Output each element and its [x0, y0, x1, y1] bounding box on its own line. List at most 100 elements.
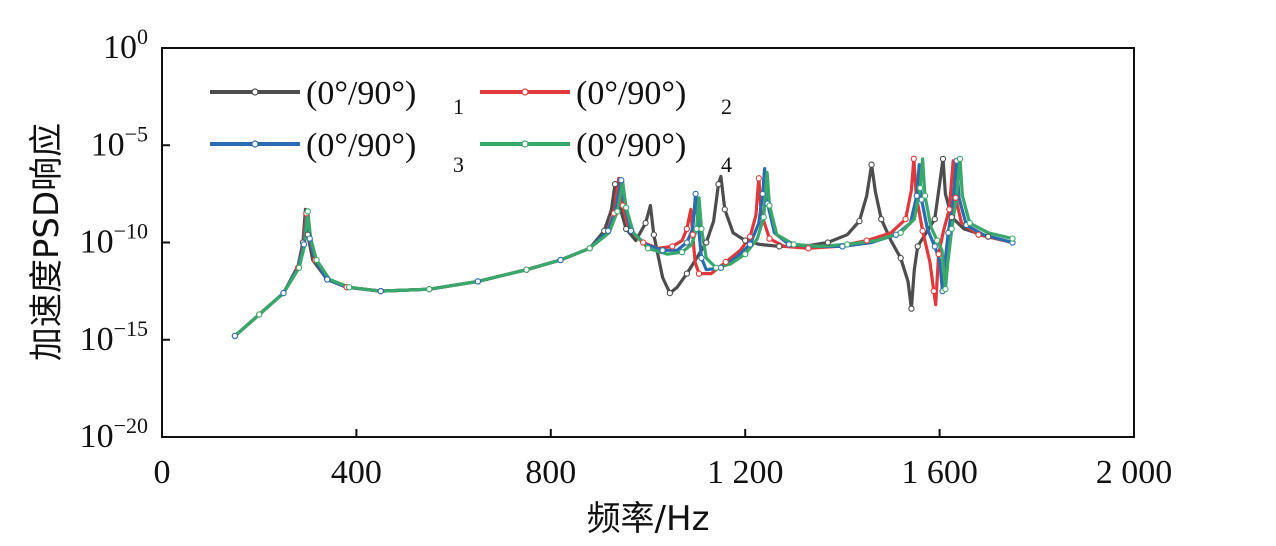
series-4-point [934, 237, 941, 244]
legend-sub-1: 1 [453, 94, 464, 119]
series-1-point [611, 180, 619, 188]
series-4-point [917, 184, 924, 192]
series-4-point [844, 241, 851, 248]
x-tick-label: 400 [331, 454, 382, 491]
series-1-point [939, 155, 947, 163]
series-2-point [755, 175, 762, 182]
series-4-point [742, 251, 749, 258]
series-2-point [805, 245, 812, 252]
series-1-point [642, 219, 649, 227]
series-4-point [942, 286, 949, 293]
series-4-point [614, 208, 621, 215]
series-2-point [722, 258, 729, 266]
series-line-4 [233, 157, 1013, 338]
series-3-point [324, 276, 331, 283]
series-4-point [644, 245, 652, 252]
series-4-point [966, 219, 973, 227]
series-1-point [908, 305, 915, 312]
series-2-point [669, 243, 676, 250]
series-1-point [868, 161, 875, 168]
series-4-point [622, 204, 630, 211]
series-3-point [659, 247, 666, 254]
series-4-point [523, 266, 530, 273]
series-4-point [586, 245, 593, 252]
series-1-point [985, 233, 992, 240]
series-3-point [683, 239, 691, 246]
series-4-point [678, 249, 686, 256]
series-2-point [952, 194, 959, 201]
x-tick-label: 1 600 [901, 454, 978, 491]
series-4-point [698, 225, 705, 233]
legend-sub-3: 3 [453, 152, 464, 177]
legend-label-2: (0°/90°) [576, 75, 686, 112]
series-1-point [666, 289, 674, 297]
y-tick-label: 10−10 [80, 219, 148, 261]
series-1-point [715, 180, 722, 188]
legend-label-3: (0°/90°) [306, 127, 416, 164]
series-4-point [760, 214, 767, 221]
series-2-point [639, 239, 647, 246]
series-3-point [918, 196, 925, 203]
series-2-point [910, 155, 917, 163]
legend-item-4: (0°/90°) 4 [480, 127, 732, 177]
x-axis-label: 频率/Hz [587, 499, 710, 539]
x-tick-label: 1 200 [707, 454, 784, 491]
series-2-point [975, 231, 982, 238]
series-3-point [474, 278, 482, 285]
series-2-point [766, 235, 773, 242]
legend-label-4: (0°/90°) [576, 127, 686, 164]
x-tick-label: 0 [154, 454, 171, 491]
y-axis-label: 加速度PSD响应 [27, 123, 67, 361]
series-3-point [280, 289, 287, 297]
series-4-point [948, 225, 955, 233]
series-4-point [790, 241, 797, 248]
series-3-point [557, 256, 564, 264]
series-3-point [698, 254, 705, 262]
legend: (0°/90°) 1 (0°/90°) 2 (0°/90°) 3 (0°/90°… [210, 75, 732, 177]
series-4-point [304, 208, 311, 215]
series-1-point [721, 206, 728, 213]
legend-item-3: (0°/90°) 3 [210, 127, 464, 177]
legend-item-1: (0°/90°) 1 [210, 75, 464, 119]
series-3-point [759, 190, 766, 198]
series-2-point [930, 287, 937, 295]
series-1-point [683, 270, 691, 277]
y-tick-label: 10−20 [80, 413, 148, 455]
series-3-point [300, 241, 308, 248]
series-3-point [945, 229, 952, 236]
y-tick-label: 100 [103, 24, 148, 66]
series-4-point [295, 264, 303, 271]
y-axis-ticks: 100 10−5 10−10 10−15 10−20 [80, 24, 170, 455]
legend-item-2: (0°/90°) 2 [480, 75, 732, 119]
series-2-point [863, 237, 870, 244]
series-3-point [746, 241, 754, 248]
y-tick-label: 10−5 [91, 121, 148, 163]
series-4-point [1009, 235, 1016, 242]
series-1-point [878, 216, 885, 223]
series-3-point [627, 227, 635, 234]
series-2-point [695, 270, 703, 277]
x-axis-ticks: 0 400 800 1 200 1 600 2 000 [154, 429, 1172, 491]
series-1-point [948, 214, 955, 221]
series-2-point [935, 251, 942, 258]
series-1-point [824, 239, 831, 246]
legend-sub-2: 2 [721, 94, 732, 119]
series-4-point [313, 256, 320, 264]
series-4-point [897, 229, 904, 236]
series-3-point [231, 332, 239, 340]
series-markers [231, 155, 1016, 340]
series-2-point [683, 225, 691, 233]
series-3-point [306, 235, 313, 242]
series-2-point [689, 231, 696, 238]
series-4-point [956, 155, 964, 163]
legend-sub-4: 4 [721, 152, 732, 177]
series-1-point [931, 216, 938, 223]
series-1-point [776, 243, 783, 250]
series-lines [233, 157, 1013, 338]
series-4-point [766, 202, 773, 209]
series-3-point [692, 190, 699, 198]
x-tick-label: 800 [525, 454, 576, 491]
series-1-point [856, 217, 863, 225]
series-2-point [919, 227, 926, 234]
